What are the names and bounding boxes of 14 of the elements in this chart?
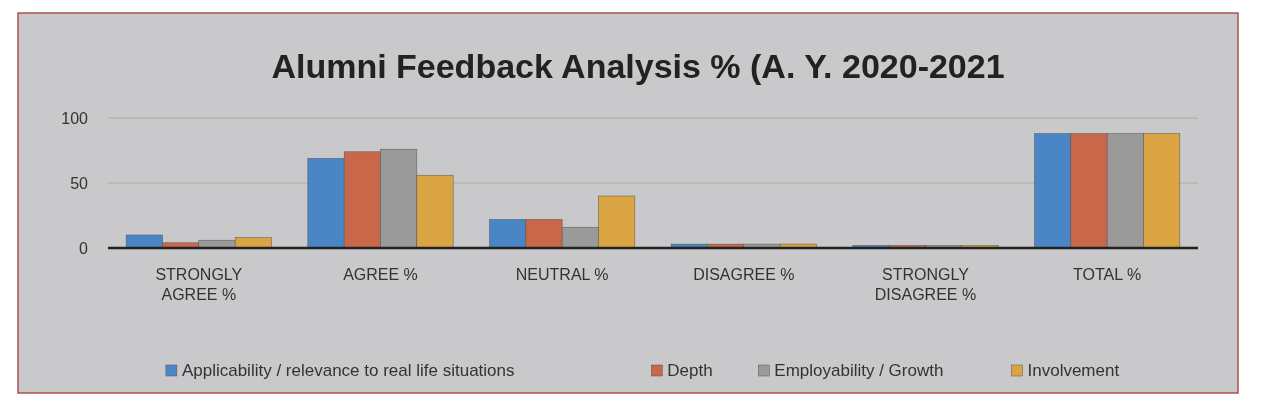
legend-label: Applicability / relevance to real life situations xyxy=(181,361,515,380)
x-tick-label: STRONGLY DISAGREE % xyxy=(874,266,977,303)
y-tick-label: 50 xyxy=(70,174,89,192)
y-tick-label: 0 xyxy=(79,239,89,257)
legend-label: Depth xyxy=(667,361,713,380)
legend-label: Involvement xyxy=(1027,361,1120,380)
x-tick-label: AGREE % xyxy=(343,266,418,283)
chart-title: Alumni Feedback Analysis % (A. Y. 2020-2021 xyxy=(271,47,1005,85)
legend-label: Employability / Growth xyxy=(774,361,944,380)
x-tick-label: TOTAL % xyxy=(1073,266,1142,283)
x-tick-label: NEUTRAL % xyxy=(515,266,609,283)
y-tick-label: 100 xyxy=(61,109,89,127)
x-tick-label: DISAGREE % xyxy=(693,266,795,283)
x-tick-label: STRONGLY AGREE % xyxy=(155,266,243,303)
